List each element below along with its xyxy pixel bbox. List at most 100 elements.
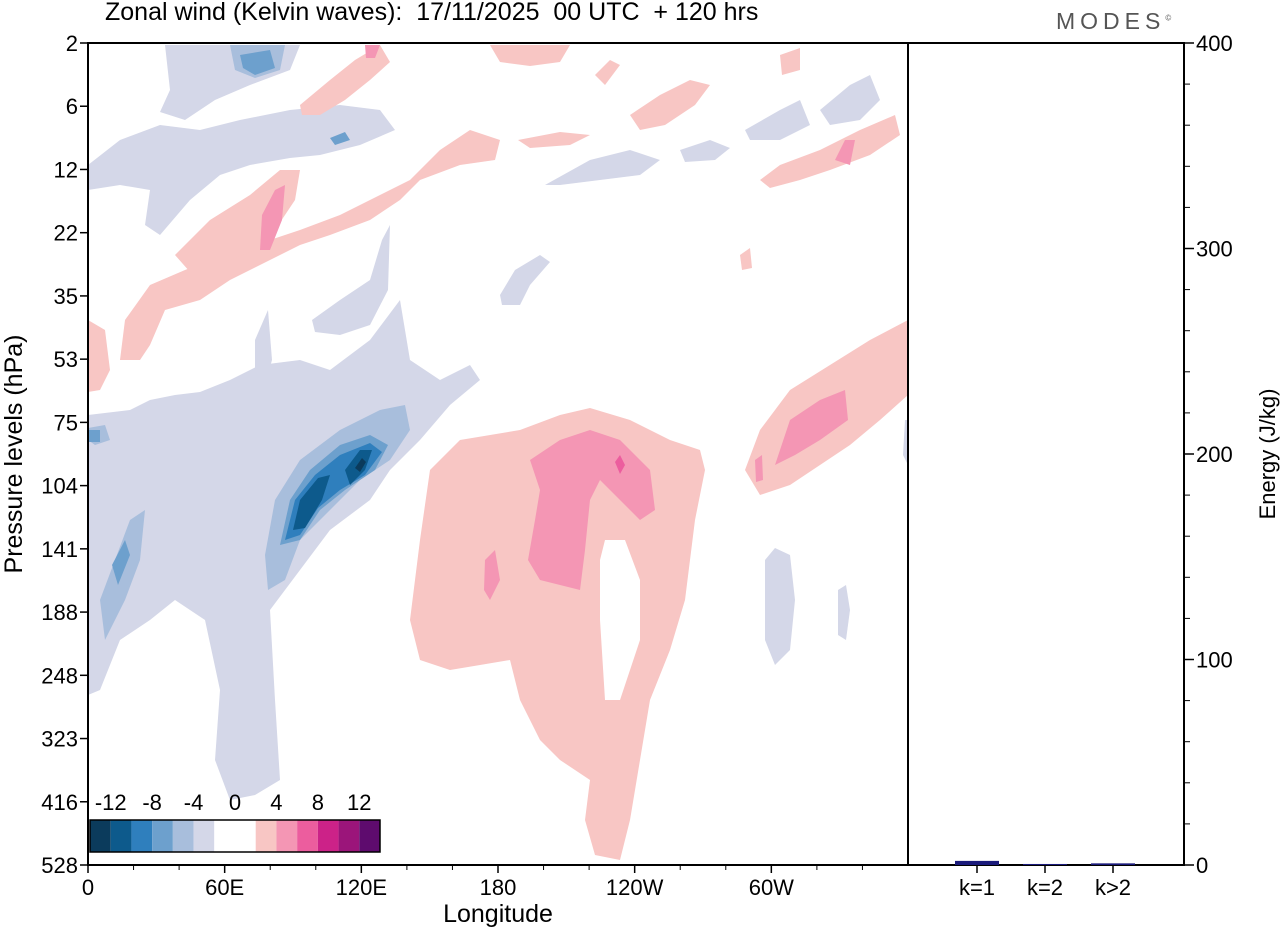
y-axis-label: Pressure levels (hPa) [0, 335, 28, 574]
contour-blue-light [255, 310, 272, 395]
colorbar-swatch [297, 820, 318, 852]
y-tick-label: 104 [41, 474, 78, 499]
chart-title: Zonal wind (Kelvin waves): 17/11/2025 00… [105, 0, 759, 26]
colorbar-swatch [338, 820, 360, 852]
contour-blue-core [293, 475, 330, 530]
y-tick-label: 416 [41, 790, 78, 815]
contour-pink-mid [260, 185, 285, 250]
colorbar-label: 12 [347, 790, 371, 815]
energy-tick-label: 200 [1196, 442, 1233, 467]
contour-fills [88, 45, 908, 860]
colorbar-label: -12 [95, 790, 127, 815]
contour-blue-light [903, 420, 908, 465]
y-tick-label: 75 [54, 410, 78, 435]
colorbar-swatch [235, 820, 256, 852]
colorbar: -12 -8 -4 0 4 8 12 [89, 790, 381, 853]
x-tick-label: 180 [480, 875, 517, 900]
contour-blue-light [545, 150, 660, 185]
contour-pink-mid [528, 430, 655, 590]
colorbar-label: -8 [142, 790, 162, 815]
energy-x-label: k>2 [1095, 875, 1131, 900]
colorbar-label: 4 [270, 790, 282, 815]
energy-tick-label: 100 [1196, 648, 1233, 673]
contour-pink-mid [755, 455, 763, 482]
y-tick-label: 12 [54, 157, 78, 182]
brand-text: MODES [1056, 8, 1166, 34]
energy-bars: k=1 k=2 k>2 [955, 860, 1135, 900]
energy-tick-label: 300 [1196, 237, 1233, 262]
colorbar-swatch [255, 820, 277, 852]
energy-bar [1023, 863, 1067, 865]
colorbar-swatch [131, 820, 153, 852]
contour-pink-mid [615, 455, 625, 474]
y-tick-label: 6 [66, 94, 78, 119]
energy-frame [907, 42, 1185, 866]
y-tick-label: 53 [54, 347, 78, 372]
colorbar-swatch [152, 820, 173, 852]
contour-pink-light [780, 48, 800, 75]
energy-tick-label: 400 [1196, 31, 1233, 56]
contour-blue-dark [240, 50, 275, 75]
contour-blue-light [765, 548, 795, 665]
contour-pink-mid [835, 140, 855, 165]
contour-blue-light [820, 75, 880, 125]
contour-pink-light [300, 45, 390, 115]
energy-axis: 0 100 200 300 400 [1184, 31, 1233, 878]
contour-blue-light [312, 225, 390, 335]
contour-pink-mid [365, 45, 380, 58]
contour-pink-light [595, 60, 620, 85]
colorbar-swatch [90, 820, 111, 852]
colorbar-label: -4 [184, 790, 204, 815]
x-tick-label: 60W [749, 875, 794, 900]
x-tick-label: 0 [82, 875, 94, 900]
contour-blue-dark [330, 132, 350, 145]
energy-x-label: k=1 [959, 875, 995, 900]
colorbar-swatch [317, 820, 339, 852]
energy-x-label: k=2 [1027, 875, 1063, 900]
brand-mark: © [1165, 13, 1172, 23]
y-tick-label: 248 [41, 663, 78, 688]
energy-axis-label: Energy (J/kg) [1255, 389, 1280, 520]
contour-blue-light [745, 100, 810, 140]
contour-pink-mid [775, 390, 848, 465]
y-tick-label: 22 [54, 221, 78, 246]
x-tick-label: 60E [205, 875, 244, 900]
contour-blue-core [355, 458, 366, 472]
x-axis-label: Longitude [443, 900, 553, 928]
colorbar-swatch [359, 820, 380, 852]
y-axis: 2 6 12 22 35 53 75 104 141 188 248 323 416 528 [41, 31, 88, 878]
contour-blue-light [680, 140, 730, 162]
y-tick-label: 188 [41, 600, 78, 625]
colorbar-label: 0 [229, 790, 241, 815]
contour-blue-light [838, 585, 850, 640]
colorbar-swatch [214, 820, 235, 852]
contour-pink-mid [484, 550, 500, 600]
contour-pink-light [88, 320, 110, 392]
colorbar-swatch [193, 820, 215, 852]
y-tick-label: 528 [41, 853, 78, 878]
y-tick-label: 35 [54, 284, 78, 309]
contour-blue-dark [88, 430, 100, 442]
contour-pink-light [740, 248, 752, 270]
colorbar-swatch [276, 820, 298, 852]
contour-blue-dark [112, 540, 130, 585]
contour-blue-mid [100, 510, 145, 640]
colorbar-label: 8 [312, 790, 324, 815]
brand-logo: MODES© [1056, 8, 1171, 35]
contour-blue-light [88, 105, 395, 235]
contour-pink-light [175, 170, 300, 272]
x-tick-label: 120W [606, 875, 664, 900]
energy-tick-label: 0 [1196, 853, 1208, 878]
y-tick-label: 2 [66, 31, 78, 56]
colorbar-swatch [110, 820, 132, 852]
contour-pink-light [490, 45, 570, 66]
contour-pink-light [120, 130, 500, 360]
contour-pink-light [518, 132, 590, 148]
energy-bar [955, 860, 999, 865]
contour-blue-light [500, 255, 550, 305]
x-axis: 0 60E 120E 180 120W 60W [82, 865, 863, 900]
energy-bar [1091, 863, 1135, 865]
contour-pink-light [410, 408, 705, 860]
y-tick-label: 141 [41, 537, 78, 562]
